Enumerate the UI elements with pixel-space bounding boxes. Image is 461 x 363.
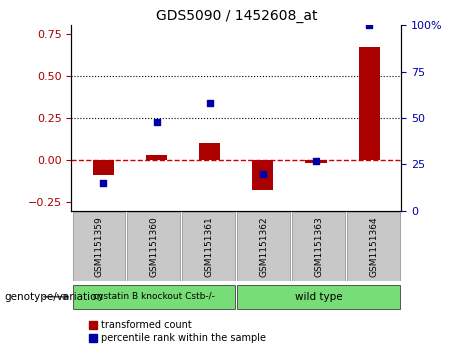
Text: GSM1151361: GSM1151361 <box>204 216 213 277</box>
Point <box>312 158 319 163</box>
Text: genotype/variation: genotype/variation <box>5 292 104 302</box>
Text: cystatin B knockout Cstb-/-: cystatin B knockout Cstb-/- <box>93 292 215 301</box>
Point <box>206 100 213 106</box>
Title: GDS5090 / 1452608_at: GDS5090 / 1452608_at <box>155 9 317 23</box>
Text: wild type: wild type <box>295 292 343 302</box>
Bar <box>252 160 273 190</box>
Bar <box>183 212 235 281</box>
Bar <box>359 47 380 160</box>
Legend: transformed count, percentile rank within the sample: transformed count, percentile rank withi… <box>86 317 270 347</box>
Point <box>153 119 160 125</box>
Point <box>100 180 107 186</box>
Bar <box>292 212 345 281</box>
Bar <box>72 285 235 309</box>
Bar <box>305 160 327 163</box>
Bar <box>237 212 290 281</box>
Bar <box>199 143 220 160</box>
Text: GSM1151363: GSM1151363 <box>314 216 323 277</box>
Bar <box>146 155 167 160</box>
Bar <box>72 212 125 281</box>
Point <box>366 23 373 28</box>
Point <box>259 171 266 176</box>
Text: GSM1151364: GSM1151364 <box>369 216 378 277</box>
Text: GSM1151360: GSM1151360 <box>149 216 159 277</box>
Bar <box>128 212 180 281</box>
Text: GSM1151362: GSM1151362 <box>259 216 268 277</box>
Text: GSM1151359: GSM1151359 <box>95 216 103 277</box>
Bar <box>237 285 400 309</box>
Bar <box>93 160 114 175</box>
Bar <box>347 212 400 281</box>
